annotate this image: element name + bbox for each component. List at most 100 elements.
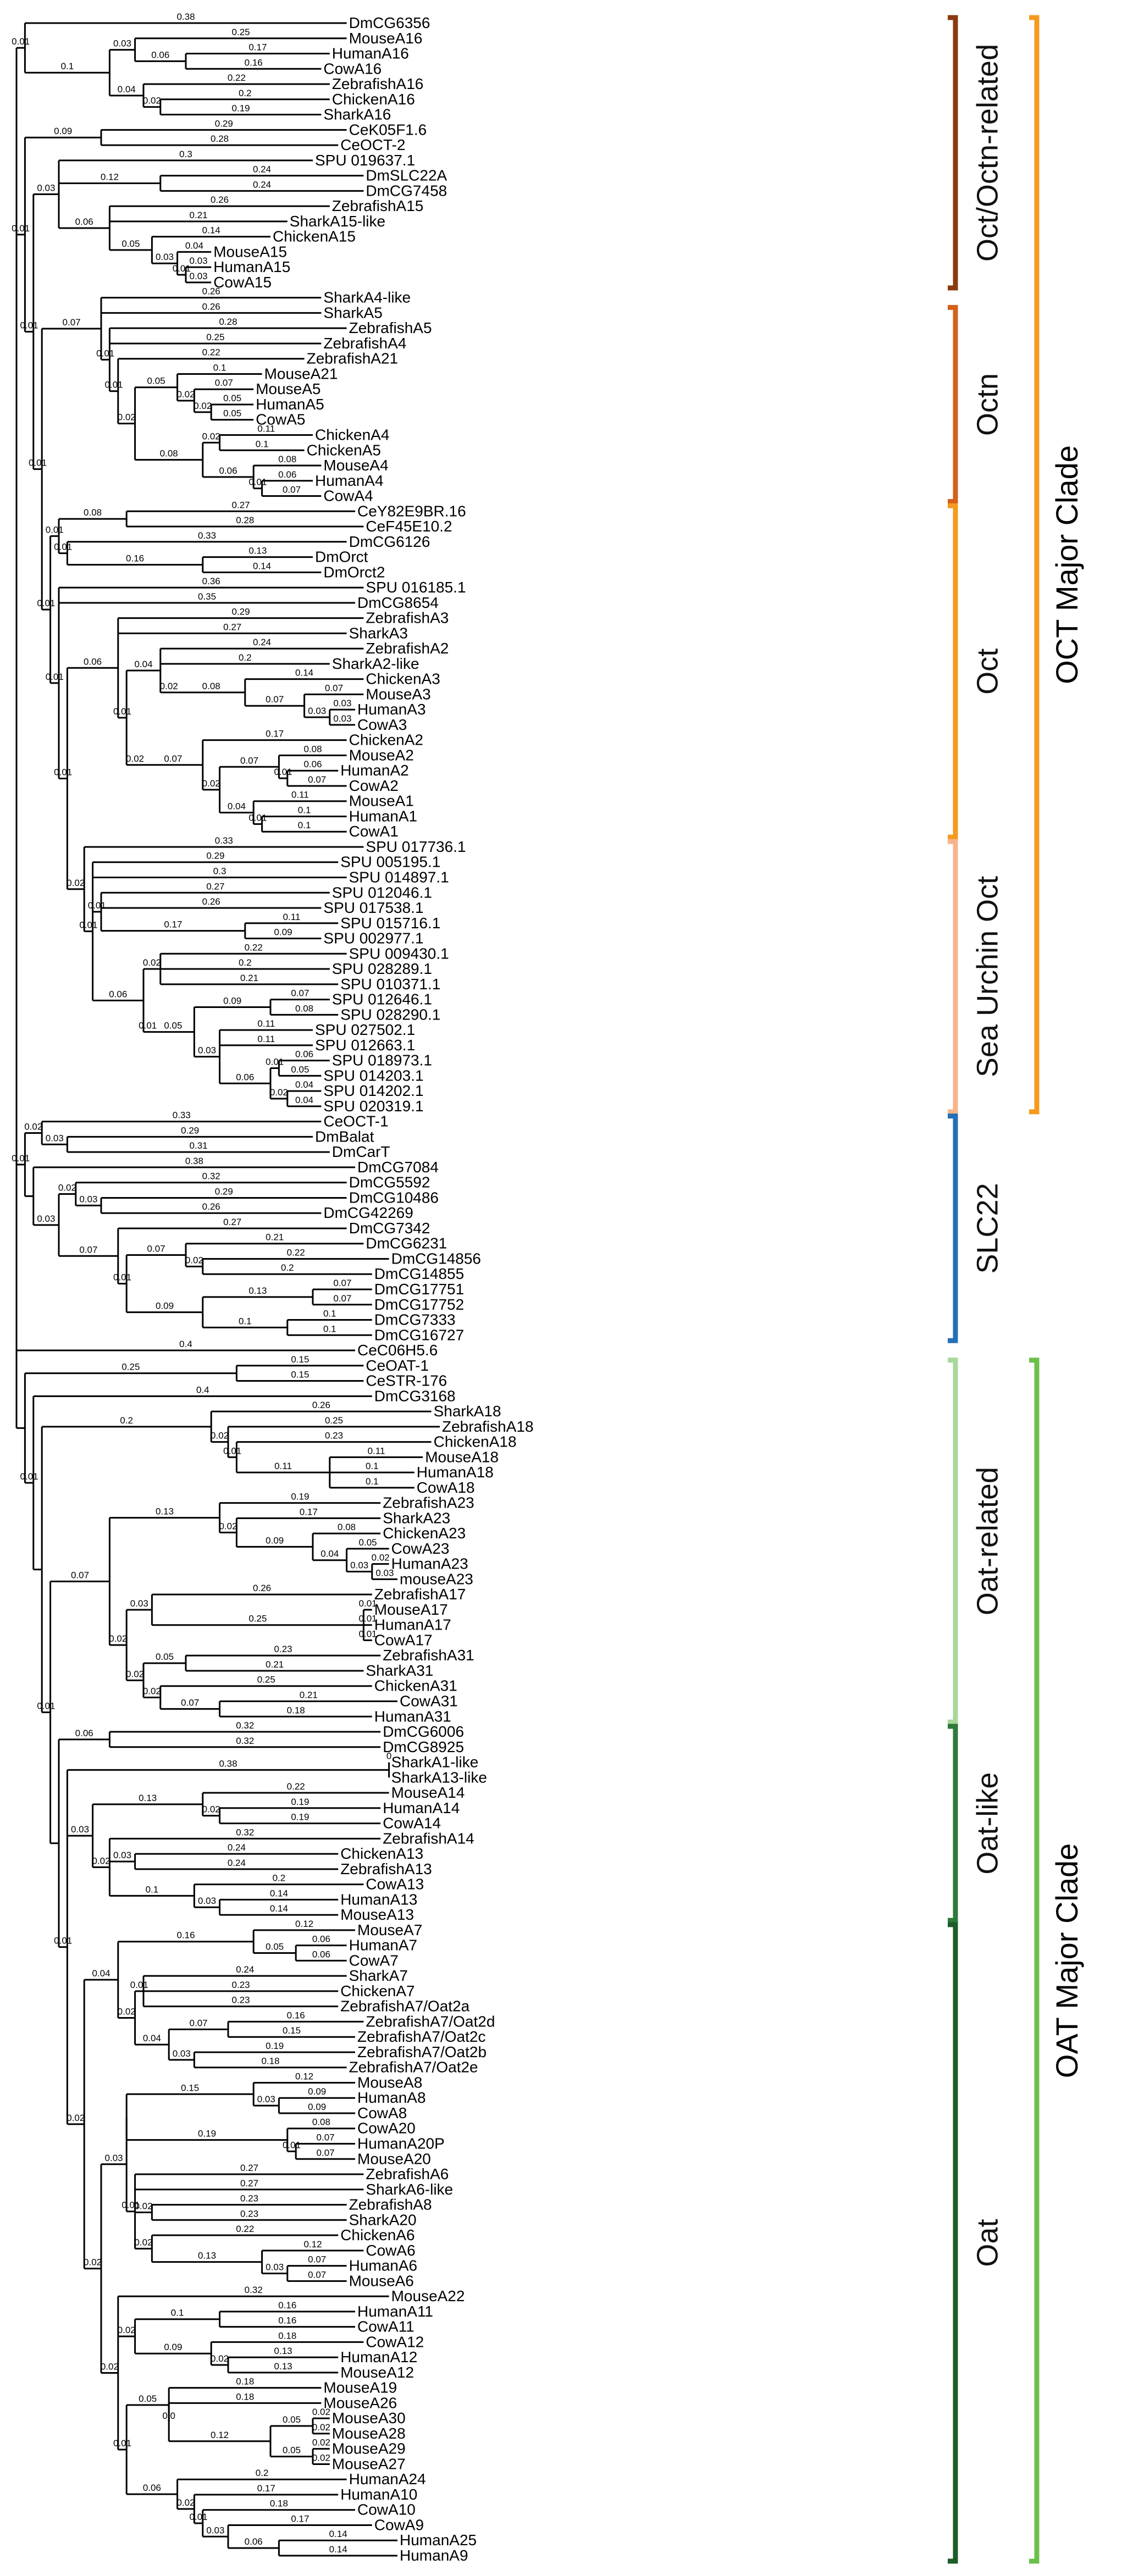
leaf-label: CowA6 — [366, 2242, 415, 2259]
branch-length-label: 0.28 — [219, 317, 237, 327]
branch-length-label: 0.03 — [37, 182, 55, 193]
leaf-label: MouseA5 — [256, 380, 320, 397]
branch-length-label: 0.08 — [312, 2117, 330, 2128]
branch-length-label: 0.02 — [312, 2452, 330, 2463]
branch-length-label: 0.09 — [266, 1535, 284, 1545]
leaf-label: MouseA28 — [332, 2425, 406, 2442]
branch-length-label: 0.24 — [253, 637, 271, 647]
branch-length-label: 0.26 — [202, 286, 220, 297]
branch-length-label: 0.07 — [266, 694, 284, 705]
leaf-label: ChickenA23 — [383, 1525, 466, 1542]
sea-urchin-oct-bracket — [948, 839, 958, 1115]
branch-length-label: 0.26 — [202, 1201, 220, 1212]
branch-length-label: 0.02 — [118, 412, 136, 423]
leaf-label: HumanA1 — [349, 807, 418, 824]
branch-length-label: 0.17 — [266, 729, 284, 739]
leaf-label: MouseA2 — [349, 746, 414, 763]
branch-length-label: 0.26 — [253, 1583, 271, 1593]
branch-length-label: 0.07 — [63, 317, 81, 328]
branch-length-label: 0.06 — [143, 2483, 161, 2493]
branch-length-label: 0.02 — [84, 2257, 102, 2268]
branch-length-label: 0.32 — [236, 1720, 254, 1731]
branch-length-label: 0.26 — [312, 1400, 330, 1410]
leaf-label: ZebrafishA14 — [383, 1830, 474, 1847]
branch-length-label: 0.06 — [295, 1049, 313, 1060]
branch-length-label: 0.02 — [202, 431, 220, 441]
branch-length-label: 0.04 — [185, 240, 203, 251]
branch-length-label: 0.15 — [291, 1354, 309, 1365]
branch-length-label: 0.01 — [105, 380, 123, 390]
leaf-label: CowA2 — [349, 777, 399, 794]
branch-length-label: 0.32 — [236, 1736, 254, 1746]
leaf-label: SharkA2-like — [332, 655, 419, 672]
branch-length-label: 0.1 — [239, 1316, 252, 1326]
leaf-label: SPU 028290.1 — [340, 1006, 440, 1023]
leaf-label: MouseA1 — [349, 793, 414, 810]
branch-length-label: 0.03 — [266, 2262, 284, 2272]
branch-length-label: 0.01 — [46, 672, 64, 682]
branch-length-label: 0.2 — [239, 957, 252, 968]
branch-length-label: 0.22 — [202, 347, 220, 358]
branch-length-label: 0.28 — [211, 134, 229, 144]
branch-length-label: 0.02 — [118, 2325, 136, 2335]
branch-length-label: 0.02 — [143, 1686, 161, 1697]
branch-length-label: 0.01 — [266, 1056, 284, 1067]
branch-length-label: 0.13 — [274, 2346, 292, 2356]
leaf-label: HumanA25 — [400, 2531, 477, 2549]
branch-length-label: 0.23 — [232, 1980, 250, 1990]
leaf-label: DmOrct2 — [323, 563, 385, 580]
leaf-label: DmCG6126 — [349, 533, 430, 550]
leaf-label: DmCG6356 — [349, 14, 430, 31]
branch-length-label: 0.18 — [236, 2391, 254, 2402]
branch-length-label: 0.02 — [185, 1255, 203, 1265]
leaf-label: SPU 012046.1 — [332, 884, 432, 901]
octn-bracket — [948, 304, 958, 505]
branch-length-label: 0.01 — [130, 1980, 148, 1990]
leaf-label: CowA16 — [323, 60, 382, 77]
branch-length-label: 0.02 — [109, 1633, 127, 1644]
branch-length-label: 0.02 — [312, 2407, 330, 2417]
leaf-label: DmCG10486 — [349, 1189, 439, 1206]
leaf-label: SharkA6-like — [366, 2181, 453, 2198]
branch-length-label: 0.32 — [245, 2285, 263, 2295]
branch-length-label: 0.07 — [333, 1293, 351, 1304]
branch-length-label: 0.07 — [164, 754, 182, 764]
leaf-label: DmCG7342 — [349, 1220, 430, 1237]
branch-length-label: 0.03 — [375, 1567, 394, 1578]
leaf-label: HumanA12 — [340, 2348, 417, 2366]
branch-length-label: 0.07 — [291, 988, 309, 999]
branch-length-label: 0.22 — [236, 2224, 254, 2234]
leaf-label: CeOCT-2 — [340, 136, 405, 153]
branch-length-label: 0.27 — [223, 622, 241, 632]
branch-length-label: 0.03 — [333, 713, 351, 724]
branch-length-label: 0.07 — [240, 755, 258, 766]
leaf-label: HumanA13 — [340, 1891, 417, 1908]
branch-length-label: 0.16 — [278, 2315, 296, 2326]
oat-related-clade-label: Oat-related — [971, 1467, 1004, 1615]
branch-length-label: 0.01 — [274, 767, 292, 777]
branch-length-label: 0.32 — [236, 1827, 254, 1837]
branch-length-label: 0.06 — [75, 1728, 93, 1738]
leaf-label: SPU 005195.1 — [340, 854, 440, 871]
branch-length-label: 0.2 — [281, 1262, 294, 1273]
leaf-label: HumanA2 — [340, 762, 409, 779]
leaf-label: HumanA20P — [357, 2135, 445, 2152]
branch-length-label: 0.06 — [278, 469, 296, 480]
branch-length-label: 0.01 — [223, 1445, 241, 1456]
branch-length-label: 0.06 — [312, 1949, 330, 1959]
leaf-label: SharkA23 — [383, 1509, 450, 1526]
leaf-label: CeSTR-176 — [366, 1372, 447, 1389]
leaf-label: SharkA16 — [323, 106, 391, 123]
leaf-label: DmSLC22A — [366, 167, 447, 184]
branch-length-label: 0.08 — [338, 1522, 356, 1532]
leaf-label: ChickenA13 — [340, 1845, 423, 1862]
branch-length-label: 0.4 — [179, 1339, 192, 1349]
leaf-label: SPU 012663.1 — [315, 1037, 415, 1054]
leaf-label: ChickenA4 — [315, 426, 389, 443]
leaf-label: ZebrafishA31 — [383, 1647, 474, 1664]
branch-length-label: 0.27 — [240, 2178, 258, 2189]
branch-length-label: 0.06 — [109, 989, 127, 999]
branch-length-label: 0.04 — [92, 1968, 110, 1979]
branch-length-label: 0.01 — [113, 706, 131, 717]
leaf-label: CeF45E10.2 — [366, 518, 452, 535]
